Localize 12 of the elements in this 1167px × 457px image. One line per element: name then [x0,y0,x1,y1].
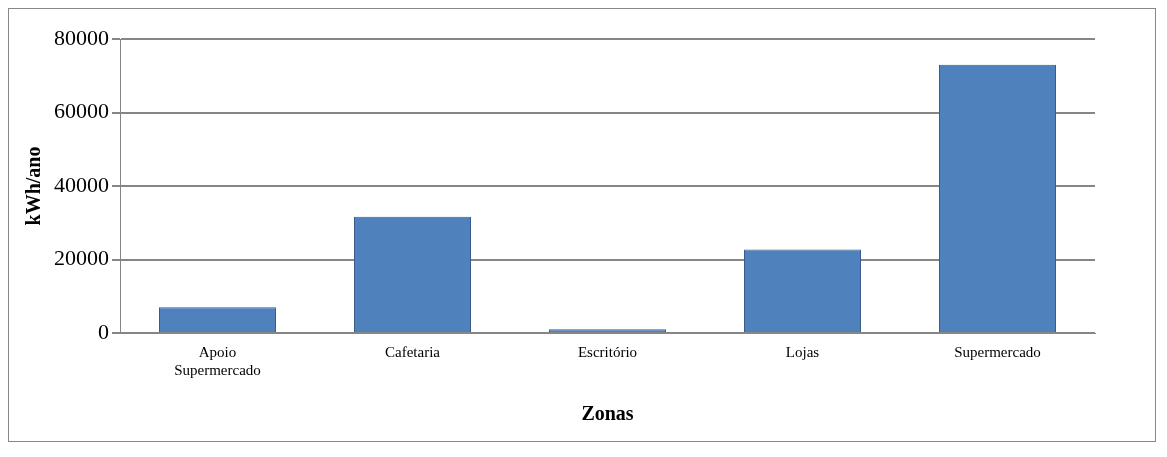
x-tick-label: Apoio Supermercado [174,343,261,378]
y-tick-label: 20000 [54,245,109,271]
y-axis-title: kWh/ano [22,146,45,226]
y-tick-label: 40000 [54,171,109,197]
x-axis-title: Zonas [581,402,634,425]
y-tick-label: 80000 [54,24,109,50]
y-tick-label: 0 [98,318,109,344]
y-tick-label: 60000 [54,98,109,124]
x-tick-label: Lojas [785,343,820,360]
x-tick-label: Escritório [577,343,638,360]
x-tick-label: Cafetaria [385,343,441,360]
x-tick-label: Supermercado [954,343,1041,360]
